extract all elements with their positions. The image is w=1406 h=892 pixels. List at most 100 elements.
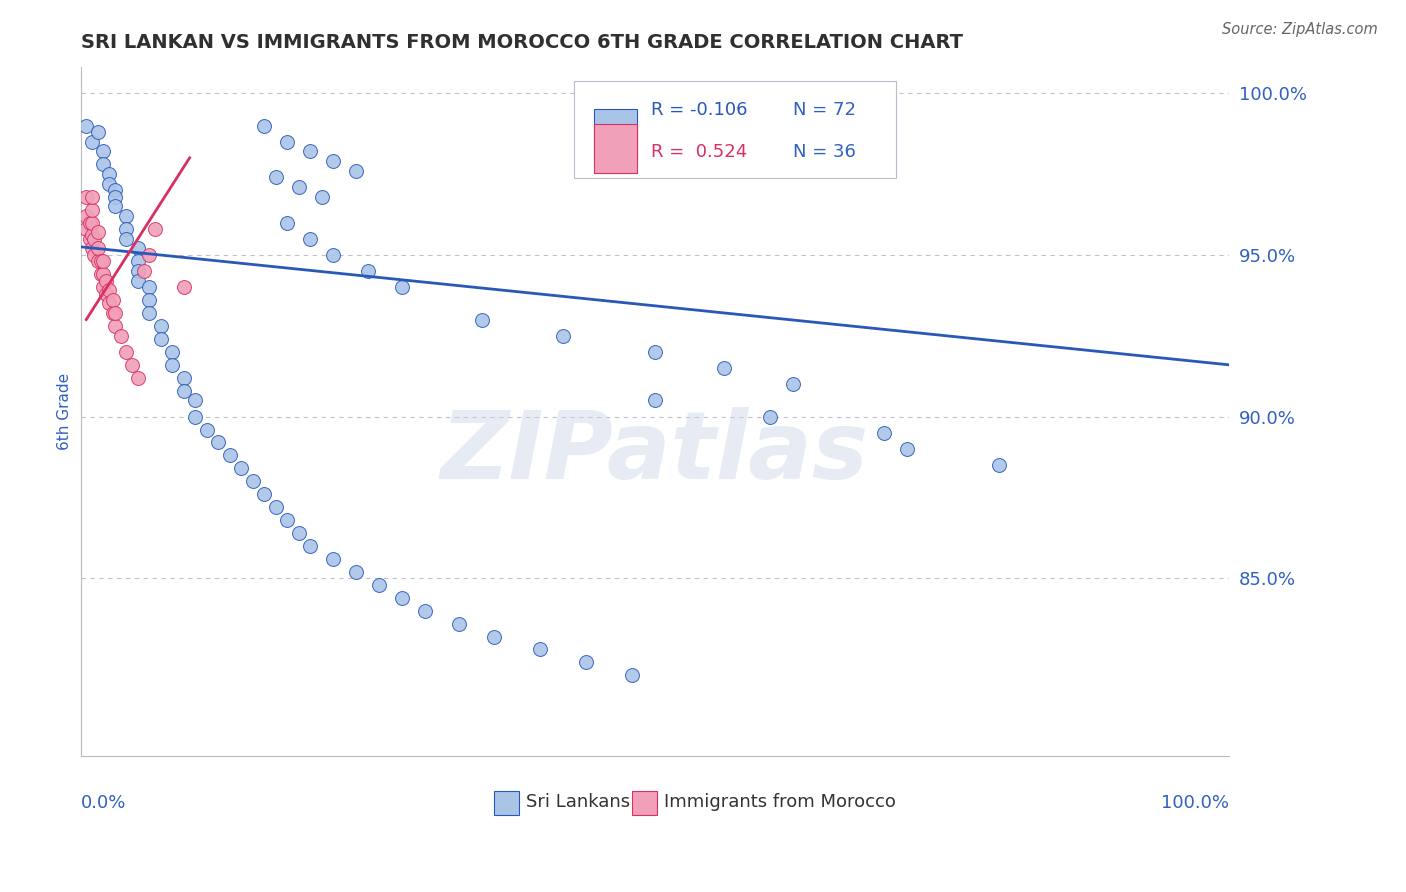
- Point: [644, 345, 666, 359]
- Point: [75, 209, 97, 223]
- Point: [184, 409, 207, 424]
- Point: [644, 393, 666, 408]
- Point: [80, 135, 103, 149]
- Point: [356, 264, 378, 278]
- Point: [87, 225, 110, 239]
- Text: SRI LANKAN VS IMMIGRANTS FROM MOROCCO 6TH GRADE CORRELATION CHART: SRI LANKAN VS IMMIGRANTS FROM MOROCCO 6T…: [80, 33, 963, 52]
- Point: [873, 425, 896, 440]
- Point: [149, 318, 172, 333]
- Point: [782, 377, 804, 392]
- Point: [93, 267, 115, 281]
- Point: [104, 318, 127, 333]
- Point: [75, 119, 97, 133]
- Bar: [494, 790, 519, 814]
- Point: [93, 157, 115, 171]
- Point: [391, 280, 413, 294]
- Point: [127, 264, 149, 278]
- FancyBboxPatch shape: [574, 81, 896, 178]
- Point: [121, 358, 143, 372]
- Point: [344, 163, 367, 178]
- Point: [299, 232, 322, 246]
- Point: [127, 274, 149, 288]
- Point: [104, 199, 127, 213]
- Point: [551, 328, 574, 343]
- Point: [482, 630, 505, 644]
- Point: [80, 215, 103, 229]
- Point: [80, 202, 103, 217]
- Point: [143, 222, 166, 236]
- Point: [127, 371, 149, 385]
- Point: [90, 254, 112, 268]
- Point: [162, 358, 184, 372]
- Point: [127, 254, 149, 268]
- Point: [138, 293, 160, 307]
- Point: [218, 449, 240, 463]
- Point: [93, 254, 115, 268]
- Point: [896, 442, 918, 456]
- Point: [413, 604, 436, 618]
- Point: [287, 180, 309, 194]
- Text: ZIPatlas: ZIPatlas: [440, 407, 869, 499]
- Point: [87, 254, 110, 268]
- Point: [449, 616, 471, 631]
- Text: R = -0.106: R = -0.106: [651, 102, 748, 120]
- Point: [101, 306, 124, 320]
- Point: [115, 222, 138, 236]
- Point: [173, 371, 195, 385]
- Bar: [593, 124, 637, 173]
- Point: [311, 189, 333, 203]
- Text: 0.0%: 0.0%: [80, 794, 127, 812]
- Point: [287, 526, 309, 541]
- Point: [75, 189, 97, 203]
- Point: [83, 232, 105, 246]
- Point: [276, 135, 298, 149]
- Point: [299, 145, 322, 159]
- Text: Immigrants from Morocco: Immigrants from Morocco: [664, 793, 896, 812]
- Point: [98, 284, 121, 298]
- Point: [93, 280, 115, 294]
- Bar: [631, 790, 657, 814]
- Point: [207, 435, 229, 450]
- Text: R =  0.524: R = 0.524: [651, 143, 748, 161]
- Text: 100.0%: 100.0%: [1161, 794, 1229, 812]
- Point: [391, 591, 413, 605]
- Point: [90, 267, 112, 281]
- Point: [104, 306, 127, 320]
- Point: [231, 461, 253, 475]
- Point: [471, 312, 494, 326]
- Point: [87, 125, 110, 139]
- Point: [101, 293, 124, 307]
- Bar: [593, 110, 637, 159]
- Point: [115, 232, 138, 246]
- Point: [713, 361, 735, 376]
- Text: Source: ZipAtlas.com: Source: ZipAtlas.com: [1222, 22, 1378, 37]
- Point: [110, 328, 132, 343]
- Point: [104, 189, 127, 203]
- Point: [93, 145, 115, 159]
- Point: [529, 642, 551, 657]
- Point: [276, 215, 298, 229]
- Point: [195, 423, 218, 437]
- Point: [138, 280, 160, 294]
- Point: [80, 228, 103, 243]
- Point: [344, 565, 367, 579]
- Point: [162, 345, 184, 359]
- Point: [75, 222, 97, 236]
- Point: [276, 513, 298, 527]
- Point: [87, 241, 110, 255]
- Point: [79, 215, 101, 229]
- Point: [115, 345, 138, 359]
- Point: [80, 241, 103, 255]
- Point: [264, 170, 287, 185]
- Point: [368, 578, 391, 592]
- Point: [253, 119, 276, 133]
- Point: [299, 539, 322, 553]
- Point: [322, 552, 344, 566]
- Point: [80, 189, 103, 203]
- Point: [94, 286, 117, 301]
- Point: [173, 280, 195, 294]
- Point: [173, 384, 195, 398]
- Point: [620, 668, 643, 682]
- Point: [98, 177, 121, 191]
- Point: [98, 167, 121, 181]
